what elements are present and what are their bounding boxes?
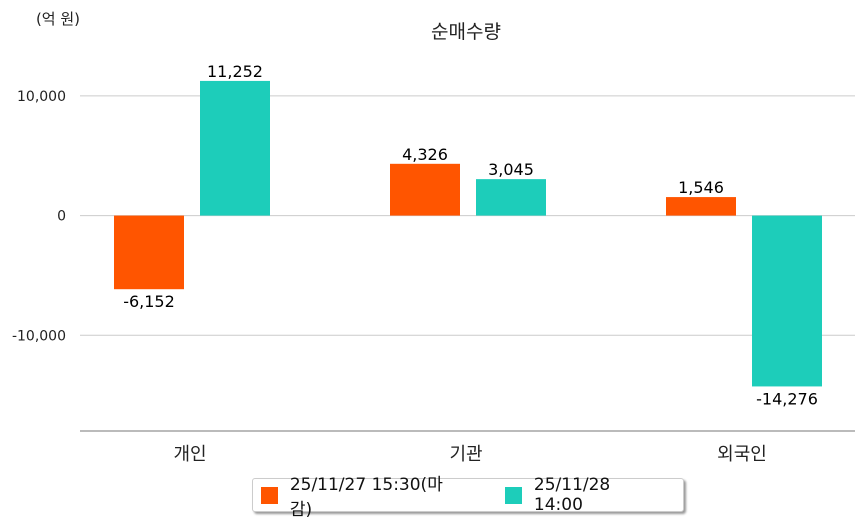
legend-label: 25/11/28 14:00 [533,475,611,515]
bar[interactable] [114,215,184,290]
data-label: 4,326 [402,145,448,164]
y-tick-label: 0 [57,209,66,225]
bar[interactable] [476,179,546,216]
legend: 25/11/27 15:30(마감) 25/11/28 14:00 [252,475,684,520]
x-tick-label: 외국인 [717,444,767,465]
x-tick-label: 기관 [449,444,482,465]
legend-label: 25/11/27 15:30(마감) [289,475,443,520]
chart-title: 순매수량 [431,21,501,43]
data-label: 3,045 [488,160,534,179]
y-tick-label: 10,000 [17,89,66,105]
legend-item-0[interactable]: 25/11/27 15:30(마감) [253,470,463,520]
data-label: 11,252 [207,62,263,81]
data-label: 1,546 [678,178,724,197]
bar[interactable] [390,163,460,216]
bar[interactable] [666,197,736,216]
x-tick-label: 개인 [173,444,206,465]
bar[interactable] [752,215,822,387]
legend-item-1[interactable]: 25/11/28 14:00 [483,475,663,515]
bar[interactable] [200,80,270,216]
data-label: -6,152 [123,292,175,311]
y-tick-label: -10,000 [12,328,66,344]
legend-swatch [505,486,522,504]
data-label: -14,276 [756,389,818,408]
legend-swatch [261,486,278,504]
unit-label: (억 원) [36,10,80,28]
